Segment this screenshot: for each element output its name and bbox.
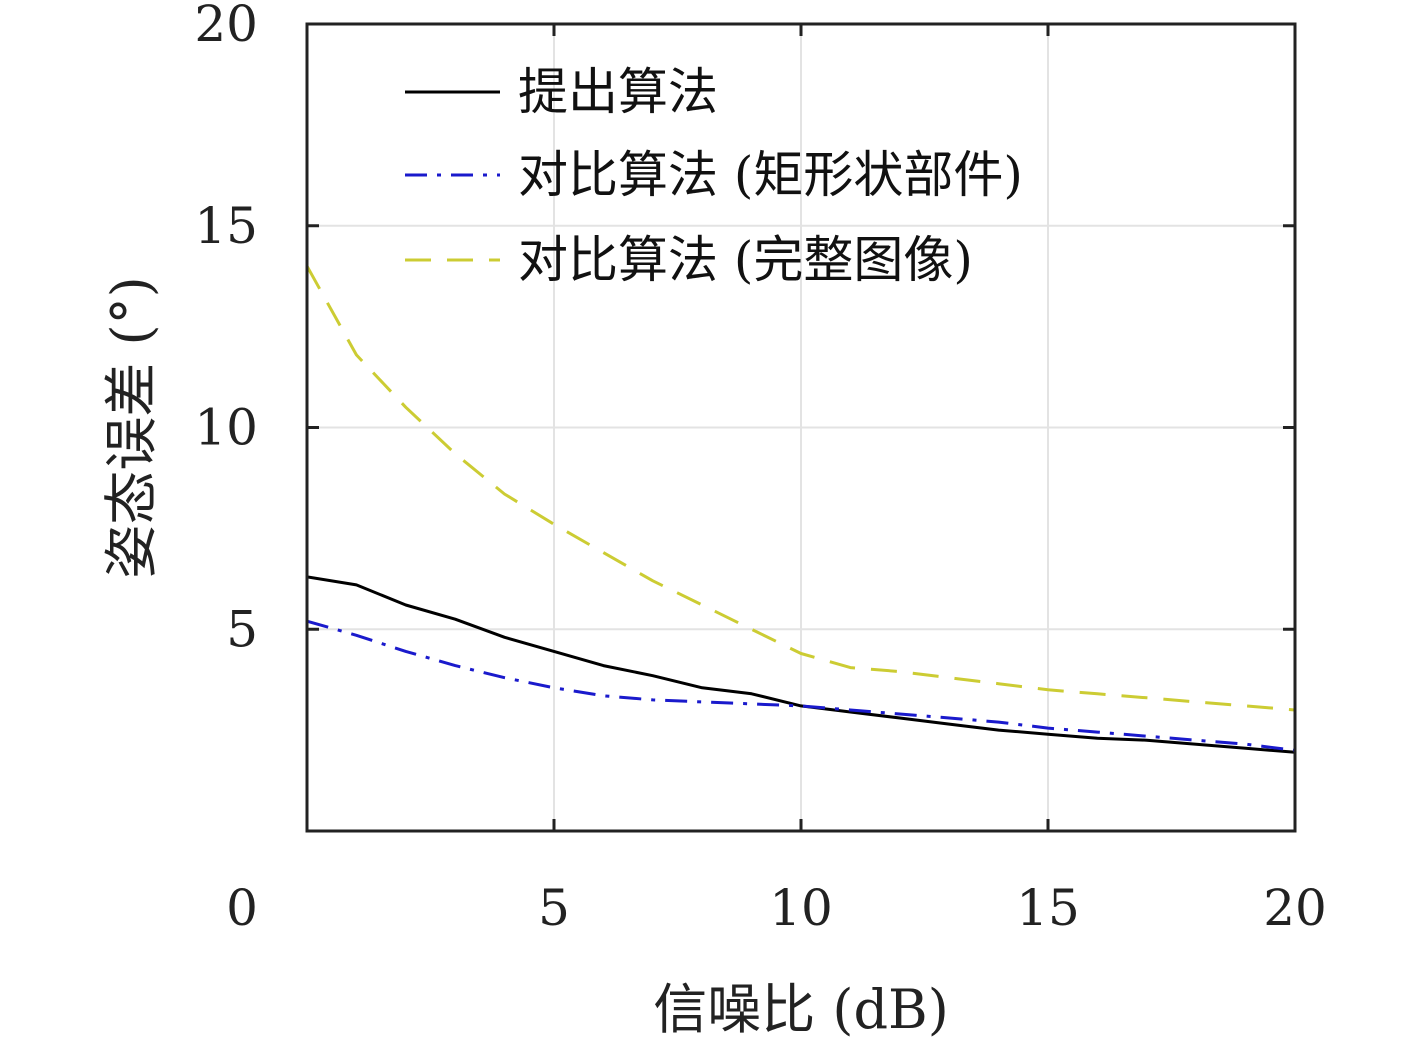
y-tick-label: 5 <box>226 600 258 658</box>
series-lines <box>307 265 1295 754</box>
legend-label-proposed: 提出算法 <box>518 63 718 121</box>
series-line-1 <box>307 619 1295 752</box>
grid-lines <box>307 24 1295 831</box>
series-line-2 <box>307 265 1295 712</box>
axis-ticks <box>305 22 1297 831</box>
x-tick-label: 15 <box>1016 879 1080 937</box>
x-tick-label: 5 <box>538 879 570 937</box>
x-tick-label: 20 <box>1263 879 1327 937</box>
x-tick-label: 0 <box>226 879 258 937</box>
tick-labels: 0 5 10 15 20 5 10 15 20 <box>194 0 1326 937</box>
y-tick-label: 20 <box>194 0 258 53</box>
legend-label-full-image: 对比算法 (完整图像) <box>518 231 973 289</box>
y-tick-label: 10 <box>194 399 258 457</box>
legend-label-rectangular: 对比算法 (矩形状部件) <box>518 146 1023 204</box>
series-line-0 <box>307 575 1295 754</box>
legend: 提出算法 对比算法 (矩形状部件) 对比算法 (完整图像) <box>405 63 1023 289</box>
x-axis-title: 信噪比 (dB) <box>653 978 949 1041</box>
x-tick-label: 10 <box>769 879 833 937</box>
y-tick-label: 15 <box>194 197 258 255</box>
y-axis-title: 姿态误差 (°) <box>100 276 163 578</box>
